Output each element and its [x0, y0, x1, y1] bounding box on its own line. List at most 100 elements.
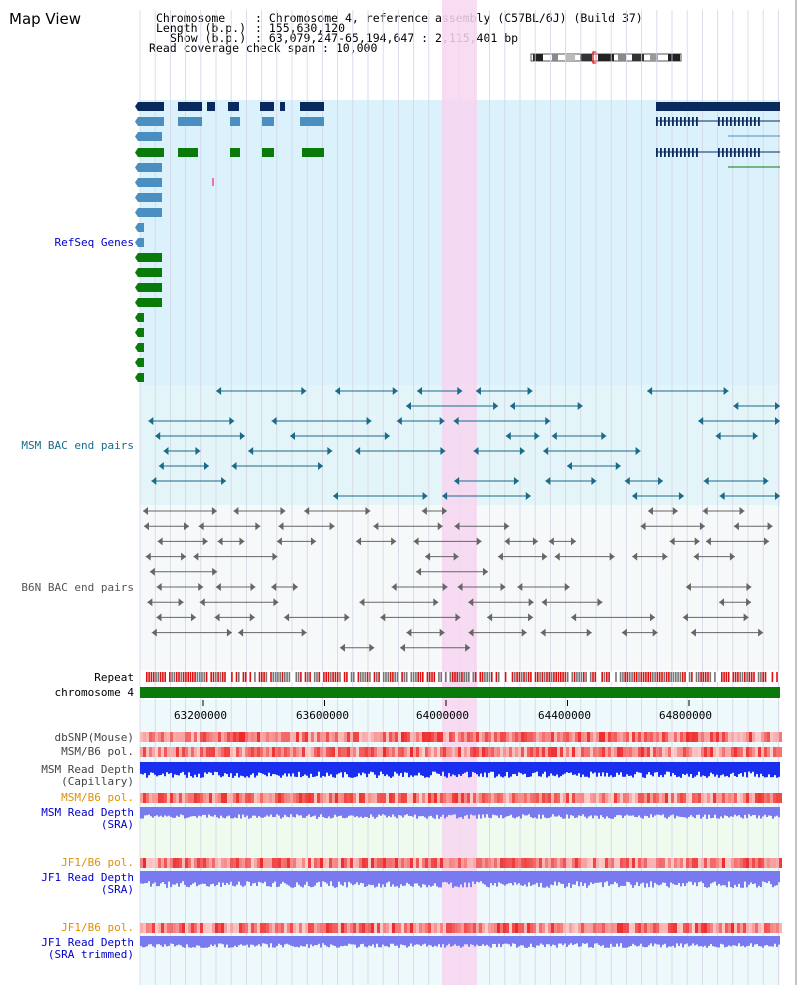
- polymorphism-cell: [683, 923, 686, 933]
- polymorphism-cell: [623, 793, 626, 803]
- bac-end-arrow: [746, 583, 752, 591]
- polymorphism-cell: [494, 923, 497, 933]
- read-depth-bar: [352, 871, 354, 886]
- repeat-mark: [541, 672, 544, 682]
- read-depth-bar: [742, 762, 744, 777]
- bac-end-arrow: [238, 628, 244, 637]
- bac-end-arrow: [184, 522, 190, 531]
- repeat-label: Repeat: [94, 671, 134, 684]
- read-depth-bar: [520, 807, 522, 819]
- read-depth-bar: [616, 871, 618, 884]
- repeat-mark: [355, 672, 357, 682]
- polymorphism-cell: [317, 793, 320, 803]
- bac-end-arrow: [702, 507, 708, 515]
- polymorphism-cell: [452, 732, 455, 742]
- read-depth-bar: [510, 762, 512, 777]
- repeat-mark: [670, 672, 672, 682]
- repeat-mark: [318, 672, 321, 682]
- polymorphism-cell: [254, 732, 257, 742]
- polymorphism-cell: [515, 923, 518, 933]
- read-depth-bar: [714, 762, 716, 777]
- polymorphism-cell: [722, 793, 725, 803]
- polymorphism-cell: [377, 923, 380, 933]
- polymorphism-cell: [365, 747, 368, 757]
- polymorphism-cell: [347, 793, 350, 803]
- repeat-mark: [203, 672, 206, 682]
- polymorphism-cell: [314, 858, 317, 868]
- polymorphism-cell: [596, 747, 599, 757]
- polymorphism-cell: [380, 923, 383, 933]
- read-depth-bar: [576, 871, 578, 882]
- polymorphism-cell: [533, 793, 536, 803]
- polymorphism-cell: [251, 858, 254, 868]
- repeat-mark: [468, 672, 470, 682]
- polymorphism-cell: [503, 923, 506, 933]
- polymorphism-cell: [383, 732, 386, 742]
- read-depth-bar: [392, 871, 394, 885]
- polymorphism-cell: [179, 858, 182, 868]
- chromosome-ideogram[interactable]: [530, 51, 682, 64]
- read-depth-bar: [248, 936, 250, 948]
- repeat-mark: [601, 672, 603, 682]
- read-depth-bar: [204, 871, 206, 884]
- read-depth-bar: [638, 807, 640, 816]
- read-depth-bar: [694, 762, 696, 777]
- polymorphism-cell: [602, 858, 605, 868]
- polymorphism-cell: [749, 858, 752, 868]
- bac-end-arrow: [497, 552, 503, 561]
- polymorphism-cell: [659, 923, 662, 933]
- polymorphism-cell: [263, 793, 266, 803]
- polymorphism-cell: [410, 858, 413, 868]
- polymorphism-cell: [449, 793, 452, 803]
- repeat-mark: [633, 672, 636, 682]
- repeat-mark: [173, 672, 176, 682]
- polymorphism-cell: [482, 858, 485, 868]
- polymorphism-cell: [329, 858, 332, 868]
- read-depth-bar: [206, 762, 208, 774]
- bac-end-arrow: [181, 552, 187, 561]
- read-depth-bar: [460, 807, 462, 817]
- bac-end-arrow: [476, 537, 482, 546]
- polymorphism-cell: [620, 858, 623, 868]
- polymorphism-cell: [527, 732, 530, 742]
- read-depth-bar: [722, 807, 724, 819]
- read-depth-bar: [232, 762, 234, 778]
- read-depth-bar: [430, 807, 432, 816]
- polymorphism-cell: [464, 732, 467, 742]
- read-depth-bar: [762, 871, 764, 882]
- polymorphism-cell: [680, 747, 683, 757]
- polymorphism-cell: [443, 923, 446, 933]
- bac-end-arrow: [318, 462, 324, 470]
- polymorphism-cell: [167, 858, 170, 868]
- polymorphism-cell: [497, 747, 500, 757]
- polymorphism-cell: [716, 793, 719, 803]
- read-depth-bar: [554, 762, 556, 777]
- gene-exon: [676, 117, 678, 126]
- polymorphism-cell: [752, 923, 755, 933]
- polymorphism-cell: [716, 732, 719, 742]
- repeat-mark: [150, 672, 153, 682]
- polymorphism-cell: [713, 793, 716, 803]
- polymorphism-cell: [308, 747, 311, 757]
- read-depth-bar: [196, 807, 198, 818]
- repeat-mark: [217, 672, 219, 682]
- read-depth-bar: [598, 807, 600, 819]
- polymorphism-cell: [638, 747, 641, 757]
- repeat-mark: [401, 672, 403, 682]
- read-depth-bar: [558, 936, 560, 944]
- polymorphism-cell: [653, 747, 656, 757]
- read-depth-bar: [652, 936, 654, 947]
- polymorphism-cell: [323, 793, 326, 803]
- read-depth-bar: [228, 936, 230, 948]
- read-depth-bar: [696, 871, 698, 887]
- polymorphism-cell: [458, 793, 461, 803]
- read-depth-bar: [682, 807, 684, 818]
- gene-exon: [730, 148, 732, 157]
- polymorphism-cell: [677, 747, 680, 757]
- read-depth-bar: [486, 762, 488, 778]
- polymorphism-cell: [344, 923, 347, 933]
- read-depth-bar: [674, 762, 676, 775]
- polymorphism-cell: [704, 858, 707, 868]
- polymorphism-cell: [281, 793, 284, 803]
